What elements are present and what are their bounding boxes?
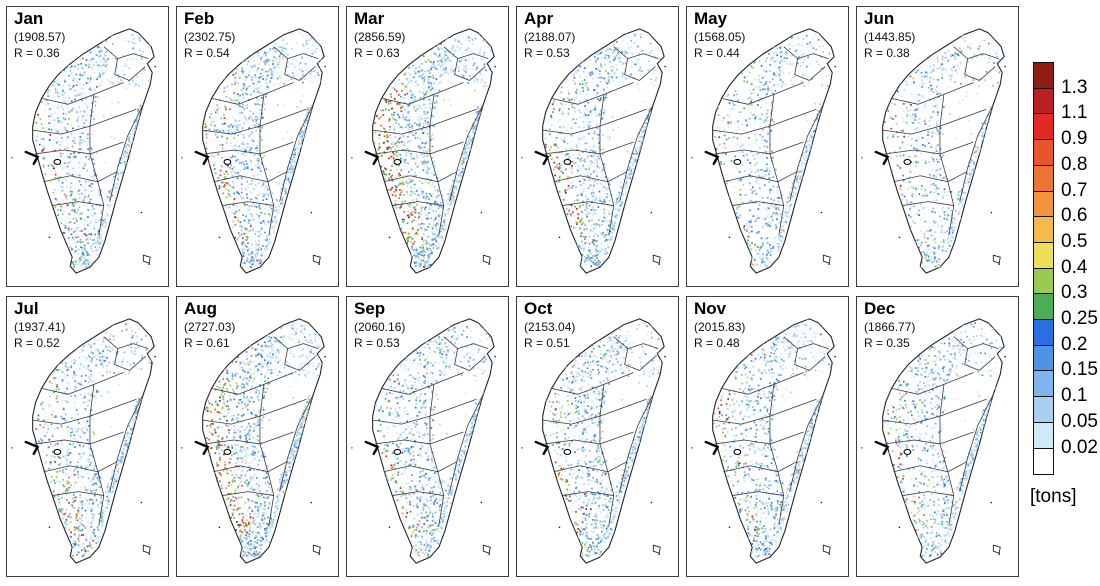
colorbar-tick-label: 0.7 — [1061, 179, 1088, 201]
colorbar-cell — [1033, 139, 1054, 167]
map-panel: Apr (2188.07) R = 0.53 — [516, 6, 679, 287]
taiwan-map — [521, 318, 666, 564]
colorbar-tick-label: 0.2 — [1061, 333, 1088, 355]
map-panel: Oct (2153.04) R = 0.51 — [516, 296, 679, 577]
colorbar-cell — [1033, 164, 1054, 192]
map-panel: Jul (1937.41) R = 0.52 — [6, 296, 169, 577]
map-panel: Sep (2060.16) R = 0.53 — [346, 296, 509, 577]
taiwan-map — [691, 28, 836, 274]
colorbar-tick-label: 0.05 — [1061, 410, 1098, 432]
colorbar-cell — [1033, 216, 1054, 244]
colorbar-cell — [1033, 344, 1054, 372]
colorbar-cell — [1033, 396, 1054, 424]
map-panel: May (1568.05) R = 0.44 — [686, 6, 849, 287]
colorbar-cell — [1033, 447, 1054, 475]
colorbar-tick-label: 0.3 — [1061, 282, 1088, 304]
map-panel: Mar (2856.59) R = 0.63 — [346, 6, 509, 287]
map-panel: Jun (1443.85) R = 0.38 — [856, 6, 1019, 287]
taiwan-map — [11, 318, 156, 564]
colorbar-tick-label: 0.4 — [1061, 256, 1088, 278]
map-panel: Dec (1866.77) R = 0.35 — [856, 296, 1019, 577]
taiwan-map — [351, 318, 496, 564]
colorbar-tick-label: 0.5 — [1061, 230, 1088, 252]
colorbar-units-label: [tons] — [1030, 486, 1077, 507]
taiwan-map — [181, 318, 326, 564]
taiwan-map — [861, 318, 1006, 564]
map-panel: Jan (1908.57) R = 0.36 — [6, 6, 169, 287]
map-panel: Nov (2015.83) R = 0.48 — [686, 296, 849, 577]
colorbar-cell — [1033, 62, 1054, 89]
colorbar-cells — [1033, 62, 1054, 475]
taiwan-map — [691, 318, 836, 564]
colorbar-tick-label: 0.9 — [1061, 128, 1088, 150]
colorbar-cell — [1033, 293, 1054, 321]
colorbar-cell — [1033, 370, 1054, 398]
taiwan-map — [861, 28, 1006, 274]
colorbar-tick-label: 0.15 — [1061, 359, 1098, 381]
map-panels-grid: Jan (1908.57) R = 0.36 Feb (2302.75) R =… — [6, 6, 1019, 577]
colorbar-cell — [1033, 421, 1054, 449]
colorbar-cell — [1033, 241, 1054, 269]
colorbar-tick-label: 1.1 — [1061, 102, 1088, 124]
taiwan-map — [11, 28, 156, 274]
colorbar-cell — [1033, 267, 1054, 295]
colorbar-tick-label: 0.8 — [1061, 153, 1088, 175]
colorbar-cell — [1033, 87, 1054, 115]
taiwan-map — [351, 28, 496, 274]
colorbar-tick-label: 0.02 — [1061, 436, 1098, 458]
colorbar-tick-label: 0.6 — [1061, 205, 1088, 227]
map-panel: Feb (2302.75) R = 0.54 — [176, 6, 339, 287]
colorbar-tick-label: 0.1 — [1061, 385, 1088, 407]
colorbar-tick-label: 0.25 — [1061, 308, 1098, 329]
colorbar-cell — [1033, 190, 1054, 218]
map-panel: Aug (2727.03) R = 0.61 — [176, 296, 339, 577]
colorbar-cell — [1033, 319, 1054, 347]
taiwan-map — [181, 28, 326, 274]
colorbar-cell — [1033, 113, 1054, 141]
colorbar-tick-label: 1.3 — [1061, 76, 1088, 98]
taiwan-map — [521, 28, 666, 274]
